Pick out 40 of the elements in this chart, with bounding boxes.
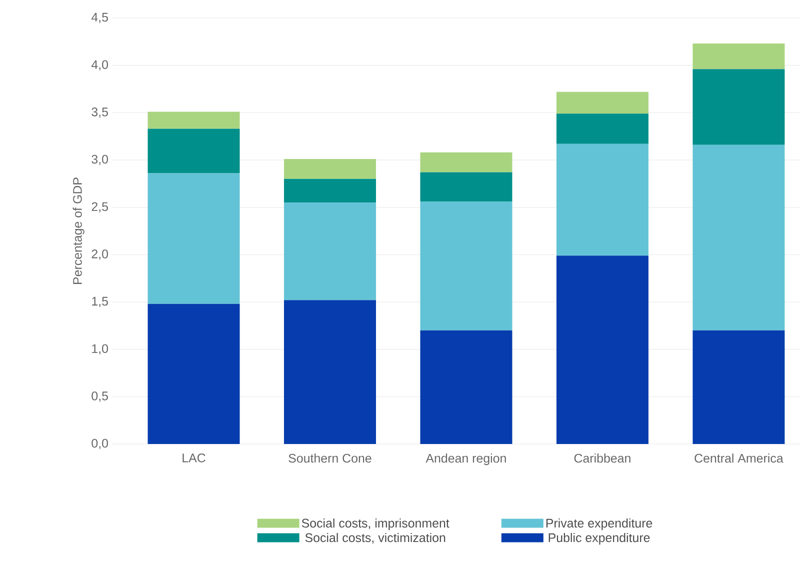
bar [692,330,785,444]
y-tick-label: 1,5 [92,296,108,308]
x-tick-label: Caribbean [574,454,630,463]
y-tick-label: 2,5 [92,202,108,212]
bar [556,114,648,144]
bar [284,202,376,300]
legend-label: Social costs, victimization [305,532,446,544]
bar [556,256,648,444]
x-tick-label: LAC [182,454,206,462]
y-tick-label: 3,5 [92,108,108,118]
y-tick-label: 1,0 [92,344,108,354]
x-tick-label: Central America [694,454,784,463]
legend-label: Public expenditure [548,532,650,545]
bar [420,172,512,202]
bar [556,144,648,256]
y-tick-label: 3,0 [92,154,108,166]
bar [284,178,376,203]
x-tick-label: Andean region [426,454,506,466]
bar [556,92,648,114]
bar [148,112,240,129]
y-tick-label: 0,5 [92,392,108,402]
y-tick-label: 4,0 [91,60,108,70]
y-tick-label: 4,5 [91,12,108,24]
bar [692,69,785,145]
y-tick-label: 2,0 [92,250,108,260]
bar [148,128,240,174]
y-axis-title: Percentage of GDP [72,178,84,284]
y-tick-label: 0,0 [92,438,108,450]
bar [284,159,376,179]
bar [148,173,240,304]
bar [692,144,785,330]
bar [420,330,512,444]
bar [284,300,376,444]
legend-label: Private expenditure [546,518,652,530]
x-tick-label: Southern Cone [288,454,372,463]
bar [420,152,512,172]
bar [148,304,240,444]
bar [692,44,785,70]
bar [420,202,512,330]
legend-label: Social costs, imprisonment [302,518,450,530]
